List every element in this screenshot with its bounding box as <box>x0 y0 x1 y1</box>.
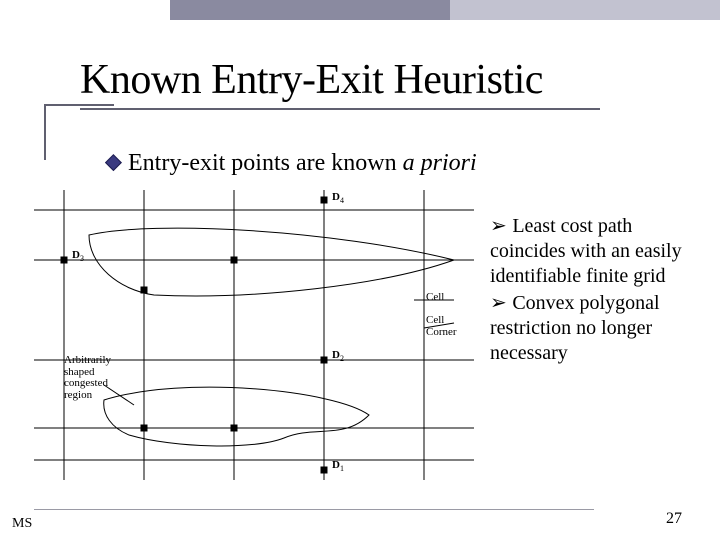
diagram-label: D1 <box>332 460 344 474</box>
title-corner-v <box>44 104 46 160</box>
grid-diagram: D4 D3 D2 D1 Cell Cell Corner Arbitrarilyshaped… <box>34 190 474 480</box>
diagram-label: Cell <box>426 292 444 304</box>
diagram-label: D2 <box>332 350 344 364</box>
diagram-label: D3 <box>72 250 84 264</box>
diagram-label: Cell Corner <box>426 315 474 338</box>
title-corner-h <box>44 104 114 106</box>
chevron-right-icon: ➢ <box>490 292 512 314</box>
slide-title: Known Entry-Exit Heuristic <box>80 56 543 104</box>
top-stripe-seg <box>0 0 170 20</box>
footer-left: MS <box>12 516 32 532</box>
side-text-item: ➢ Convex polygonal restriction no longer… <box>490 291 700 366</box>
side-text: ➢ Least cost path coincides with an easi… <box>490 214 700 368</box>
title-underline <box>80 108 600 110</box>
top-stripe-seg <box>450 0 720 20</box>
bullet-text-plain: Entry-exit points are known <box>128 150 403 176</box>
page-number: 27 <box>666 510 682 528</box>
bullet-text-italic: a priori <box>403 150 477 176</box>
diagram-label: D4 <box>332 192 344 206</box>
chevron-right-icon: ➢ <box>490 215 512 237</box>
footer-rule <box>34 509 594 510</box>
bullet-text: Entry-exit points are known a priori <box>128 150 477 177</box>
bullet-diamond-icon <box>105 154 122 171</box>
slide-title-text: Known Entry-Exit Heuristic <box>80 57 543 103</box>
diagram-label: Arbitrarilyshapedcongestedregion <box>64 355 111 401</box>
bullet-line: Entry-exit points are known a priori <box>106 150 477 177</box>
top-stripe-seg <box>170 0 450 20</box>
top-stripe <box>0 0 720 20</box>
side-text-item: ➢ Least cost path coincides with an easi… <box>490 214 700 289</box>
